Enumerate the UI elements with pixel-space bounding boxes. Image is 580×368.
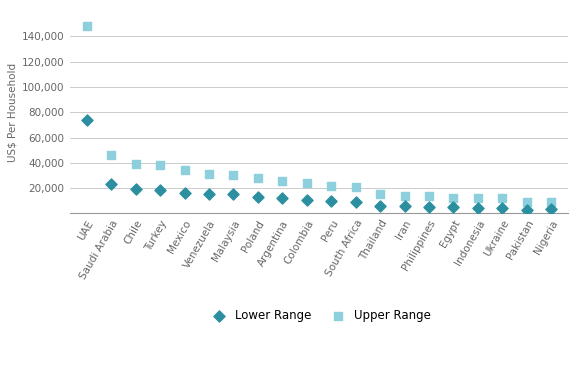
Upper Range [522,199,531,205]
Upper Range [327,183,336,188]
Y-axis label: US$ Per Household: US$ Per Household [8,63,18,162]
Lower Range [522,207,531,213]
Upper Range [107,152,116,158]
Lower Range [204,191,213,197]
Upper Range [131,161,140,167]
Lower Range [180,190,189,195]
Upper Range [302,180,311,186]
Lower Range [229,191,238,197]
Lower Range [327,198,336,204]
Lower Range [302,197,311,202]
Upper Range [155,162,165,168]
Lower Range [546,206,556,212]
Lower Range [253,194,263,200]
Upper Range [180,167,189,173]
Lower Range [473,205,483,211]
Upper Range [425,194,434,199]
Lower Range [351,199,360,205]
Upper Range [449,195,458,201]
Upper Range [278,178,287,184]
Lower Range [155,187,165,193]
Upper Range [204,171,213,177]
Lower Range [82,117,92,123]
Legend: Lower Range, Upper Range: Lower Range, Upper Range [202,304,436,327]
Lower Range [107,181,116,187]
Upper Range [473,195,483,201]
Lower Range [375,203,385,209]
Lower Range [425,204,434,210]
Upper Range [253,175,263,181]
Lower Range [278,195,287,201]
Upper Range [400,193,409,199]
Upper Range [498,195,507,201]
Upper Range [351,184,360,190]
Lower Range [400,204,409,209]
Upper Range [82,23,92,29]
Lower Range [498,205,507,211]
Lower Range [131,187,140,192]
Upper Range [546,199,556,205]
Upper Range [375,191,385,197]
Lower Range [449,204,458,210]
Upper Range [229,173,238,178]
